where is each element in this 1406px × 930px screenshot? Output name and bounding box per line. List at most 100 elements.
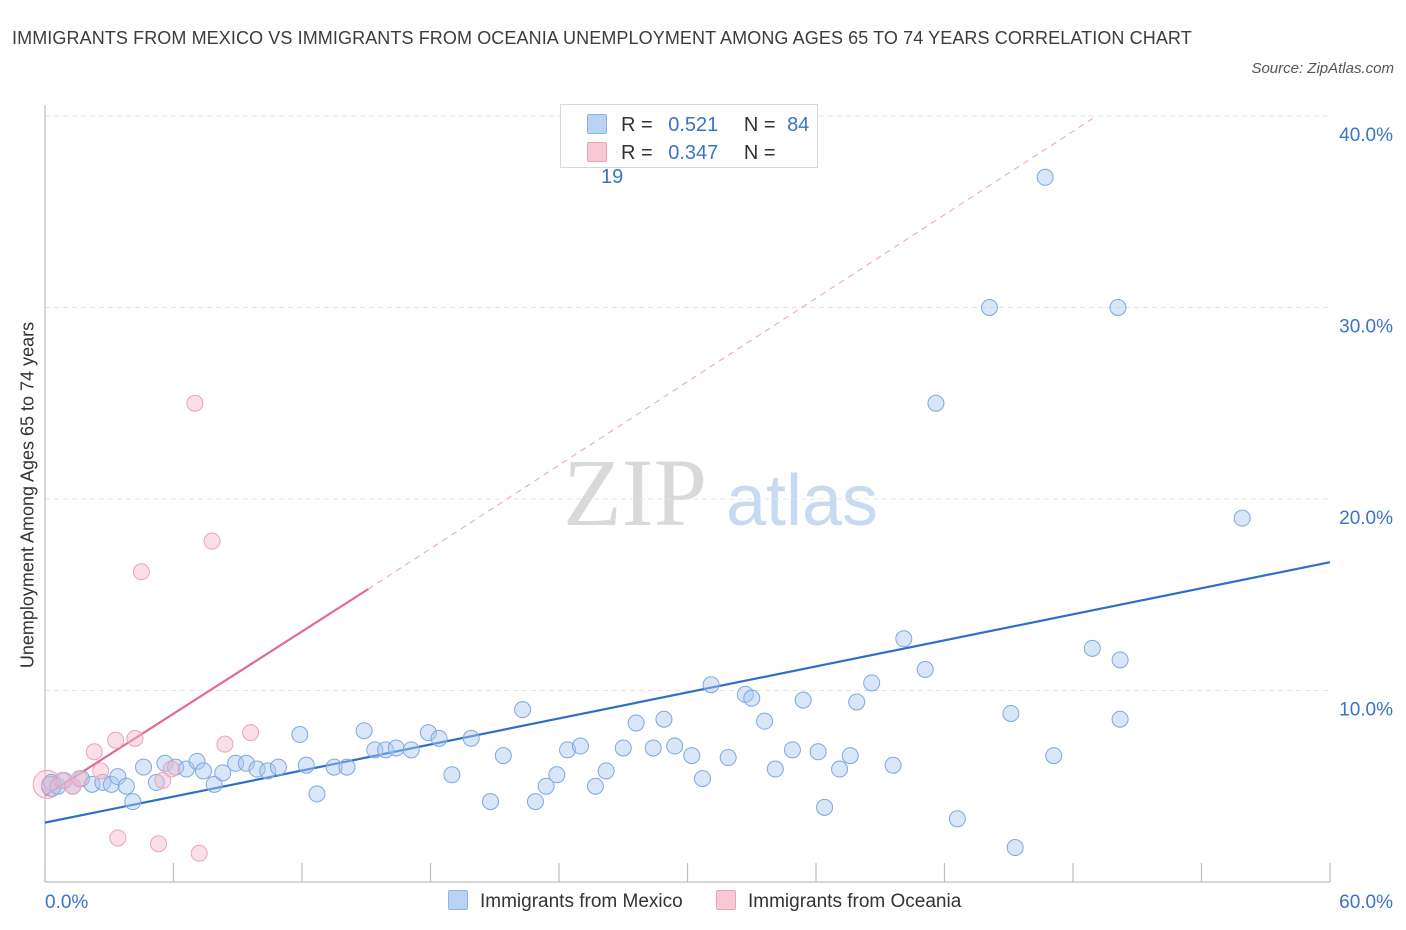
point-oceania xyxy=(150,835,168,853)
legend-n-label: N = xyxy=(743,142,776,164)
point-mexico xyxy=(147,773,165,791)
point-mexico xyxy=(387,739,405,757)
point-oceania xyxy=(107,731,125,749)
legend-swatch-oceania xyxy=(587,142,607,162)
point-mexico xyxy=(117,777,135,795)
point-mexico xyxy=(756,712,774,730)
point-mexico xyxy=(895,630,913,648)
point-mexico xyxy=(743,689,761,707)
axes xyxy=(44,105,1331,883)
legend-label-oceania: Immigrants from Oceania xyxy=(747,891,962,912)
point-mexico xyxy=(1109,299,1127,316)
point-mexico xyxy=(109,768,127,786)
point-mexico xyxy=(214,764,232,782)
point-mexico xyxy=(1111,710,1129,728)
point-mexico xyxy=(259,762,277,780)
point-mexico xyxy=(884,756,902,774)
point-mexico xyxy=(514,701,532,719)
point-mexico xyxy=(693,770,711,788)
point-mexico xyxy=(194,762,212,780)
point-mexico xyxy=(848,693,866,711)
y-tick-label: 40.0% xyxy=(1339,125,1393,146)
point-mexico xyxy=(156,754,174,772)
point-oceania xyxy=(216,735,234,753)
point-mexico xyxy=(526,793,544,811)
point-mexico xyxy=(644,739,662,757)
correlation-legend: R = 0.521 N = 84 R = 0.347 N = 19 xyxy=(560,104,818,188)
point-oceania xyxy=(186,394,204,412)
point-oceania xyxy=(85,743,103,761)
point-mexico xyxy=(237,754,255,772)
point-oceania xyxy=(190,844,208,862)
point-mexico xyxy=(783,741,801,759)
watermark-atlas: atlas xyxy=(726,461,878,541)
point-mexico xyxy=(614,739,632,757)
point-oceania xyxy=(40,775,58,793)
point-mexico xyxy=(443,766,461,784)
point-mexico xyxy=(167,758,185,776)
tick-labels: 10.0% 20.0% 30.0% 40.0% 0.0% 60.0% xyxy=(45,125,1393,913)
x-tick-label-max: 60.0% xyxy=(1339,892,1393,913)
legend-r-value: 0.347 xyxy=(668,142,719,164)
legend-swatch-mexico xyxy=(587,114,607,134)
legend-n-value: 19 xyxy=(601,166,624,188)
point-mexico xyxy=(666,737,684,755)
point-oceania xyxy=(126,729,144,747)
point-mexico xyxy=(980,299,998,316)
trend-line-mexico xyxy=(44,561,1331,824)
point-mexico xyxy=(1111,651,1129,669)
point-mexico xyxy=(916,660,934,678)
point-mexico xyxy=(841,747,859,765)
legend-swatch-mexico xyxy=(448,890,468,910)
point-mexico xyxy=(481,793,499,811)
legend-r-label: R = xyxy=(621,114,653,136)
point-mexico xyxy=(559,741,577,759)
point-mexico xyxy=(927,394,945,412)
point-mexico xyxy=(135,758,153,776)
point-mexico xyxy=(355,722,373,740)
chart-title: IMMIGRANTS FROM MEXICO VS IMMIGRANTS FRO… xyxy=(12,28,1192,48)
x-tick-label-min: 0.0% xyxy=(45,892,88,913)
y-tick-label: 30.0% xyxy=(1339,317,1393,338)
source-label: Source: ZipAtlas.com xyxy=(1251,60,1394,77)
data-points xyxy=(32,168,1251,862)
point-mexico xyxy=(719,749,737,767)
y-tick-label: 20.0% xyxy=(1339,508,1393,529)
point-oceania xyxy=(132,563,150,581)
point-mexico xyxy=(766,760,784,778)
point-mexico xyxy=(1083,639,1101,657)
point-mexico xyxy=(494,747,512,765)
point-oceania xyxy=(53,772,71,790)
legend-item-mexico: Immigrants from Mexico xyxy=(448,890,683,913)
point-mexico xyxy=(124,793,142,811)
point-mexico xyxy=(1233,509,1251,527)
legend-r-label: R = xyxy=(621,142,653,164)
point-oceania xyxy=(162,760,180,778)
point-mexico xyxy=(430,729,448,747)
point-mexico xyxy=(948,810,966,828)
legend-r-value: 0.521 xyxy=(668,114,719,136)
point-mexico xyxy=(655,710,673,728)
point-mexico xyxy=(1036,168,1054,186)
point-oceania xyxy=(70,770,88,788)
point-oceania xyxy=(203,532,221,550)
point-mexico xyxy=(683,747,701,765)
legend-item-oceania: Immigrants from Oceania xyxy=(715,890,962,913)
point-oceania xyxy=(154,772,172,790)
legend-row-oceania: R = 0.347 N = 19 xyxy=(587,141,817,188)
point-mexico xyxy=(586,777,604,795)
point-mexico xyxy=(1045,747,1063,765)
point-mexico xyxy=(188,752,206,770)
series-legend: Immigrants from Mexico Immigrants from O… xyxy=(448,890,989,913)
legend-row-mexico: R = 0.521 N = 84 xyxy=(587,113,809,137)
point-mexico xyxy=(325,758,343,776)
watermark-zip: ZIP xyxy=(563,439,707,546)
point-mexico xyxy=(205,775,223,793)
point-mexico xyxy=(308,785,326,803)
point-oceania xyxy=(242,724,260,742)
point-mexico xyxy=(831,760,849,778)
legend-n-label: N = xyxy=(743,114,776,136)
legend-swatch-oceania xyxy=(715,890,736,910)
y-tick-label: 10.0% xyxy=(1339,700,1393,721)
